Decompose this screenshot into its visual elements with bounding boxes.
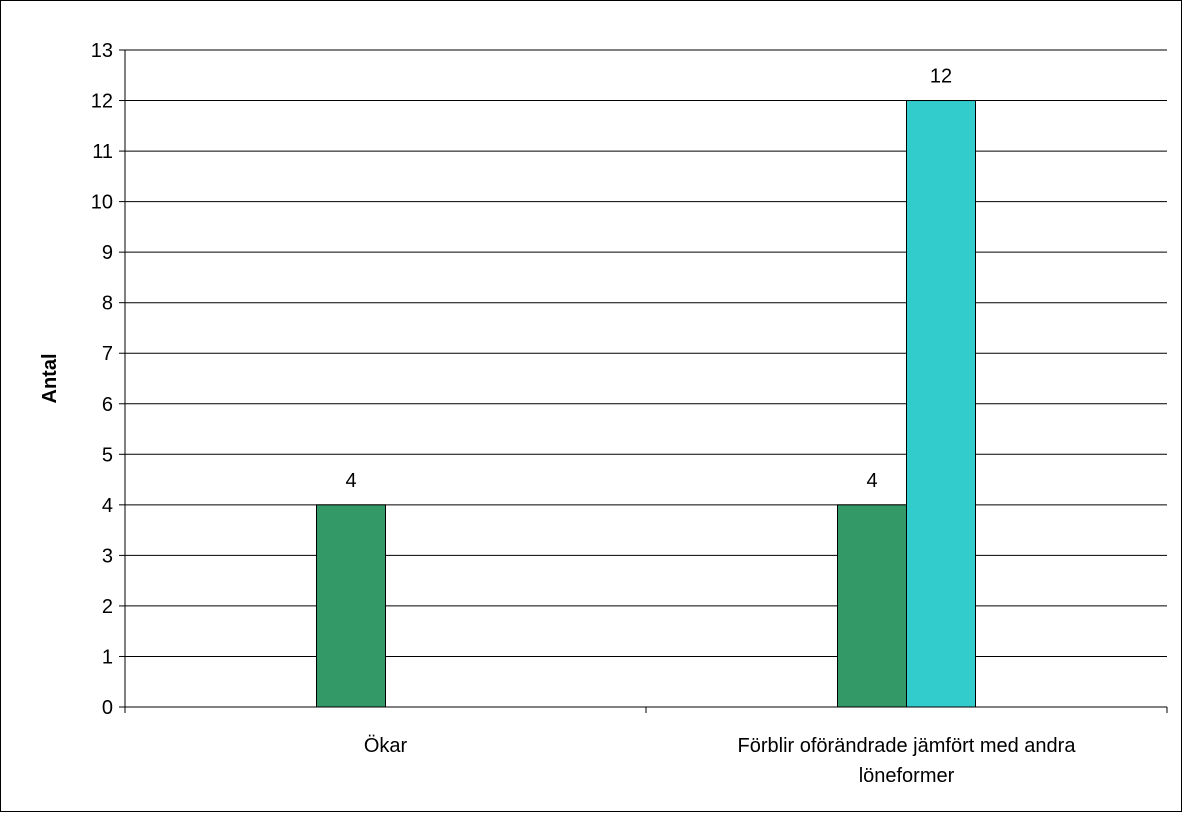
bars: [316, 100, 976, 708]
y-tick-label: 0: [102, 697, 113, 719]
bar-series-1-category-1: [316, 504, 386, 708]
bar-data-label: 12: [930, 66, 952, 88]
y-tick-label: 8: [102, 293, 113, 315]
x-category-label: Förblir oförändrade jämfört med andra: [738, 735, 1077, 757]
y-tick-label: 11: [92, 141, 113, 163]
y-tick-label: 4: [102, 495, 113, 517]
y-tick-label: 1: [102, 646, 113, 668]
x-category-label: Ökar: [364, 735, 408, 757]
y-tick-label: 9: [102, 242, 113, 264]
axes: [119, 49, 1168, 713]
bar-data-label: 4: [866, 470, 877, 492]
bar-data-label: 4: [345, 470, 356, 492]
y-tick-label: 2: [102, 596, 113, 618]
y-tick-label: 5: [102, 444, 113, 466]
y-tick-label: 10: [91, 192, 113, 214]
y-tick-label: 6: [102, 394, 113, 416]
gridlines: [125, 49, 1167, 657]
bar-series-2-category-2: [906, 100, 976, 708]
x-category-label: löneformer: [859, 765, 955, 787]
y-axis-title: Antal: [39, 354, 61, 404]
y-tick-label: 12: [91, 91, 113, 113]
y-tick-label: 7: [102, 343, 113, 365]
y-tick-label: 3: [102, 545, 113, 567]
y-tick-label: 13: [91, 40, 113, 62]
bar-series-1-category-2: [837, 504, 907, 708]
